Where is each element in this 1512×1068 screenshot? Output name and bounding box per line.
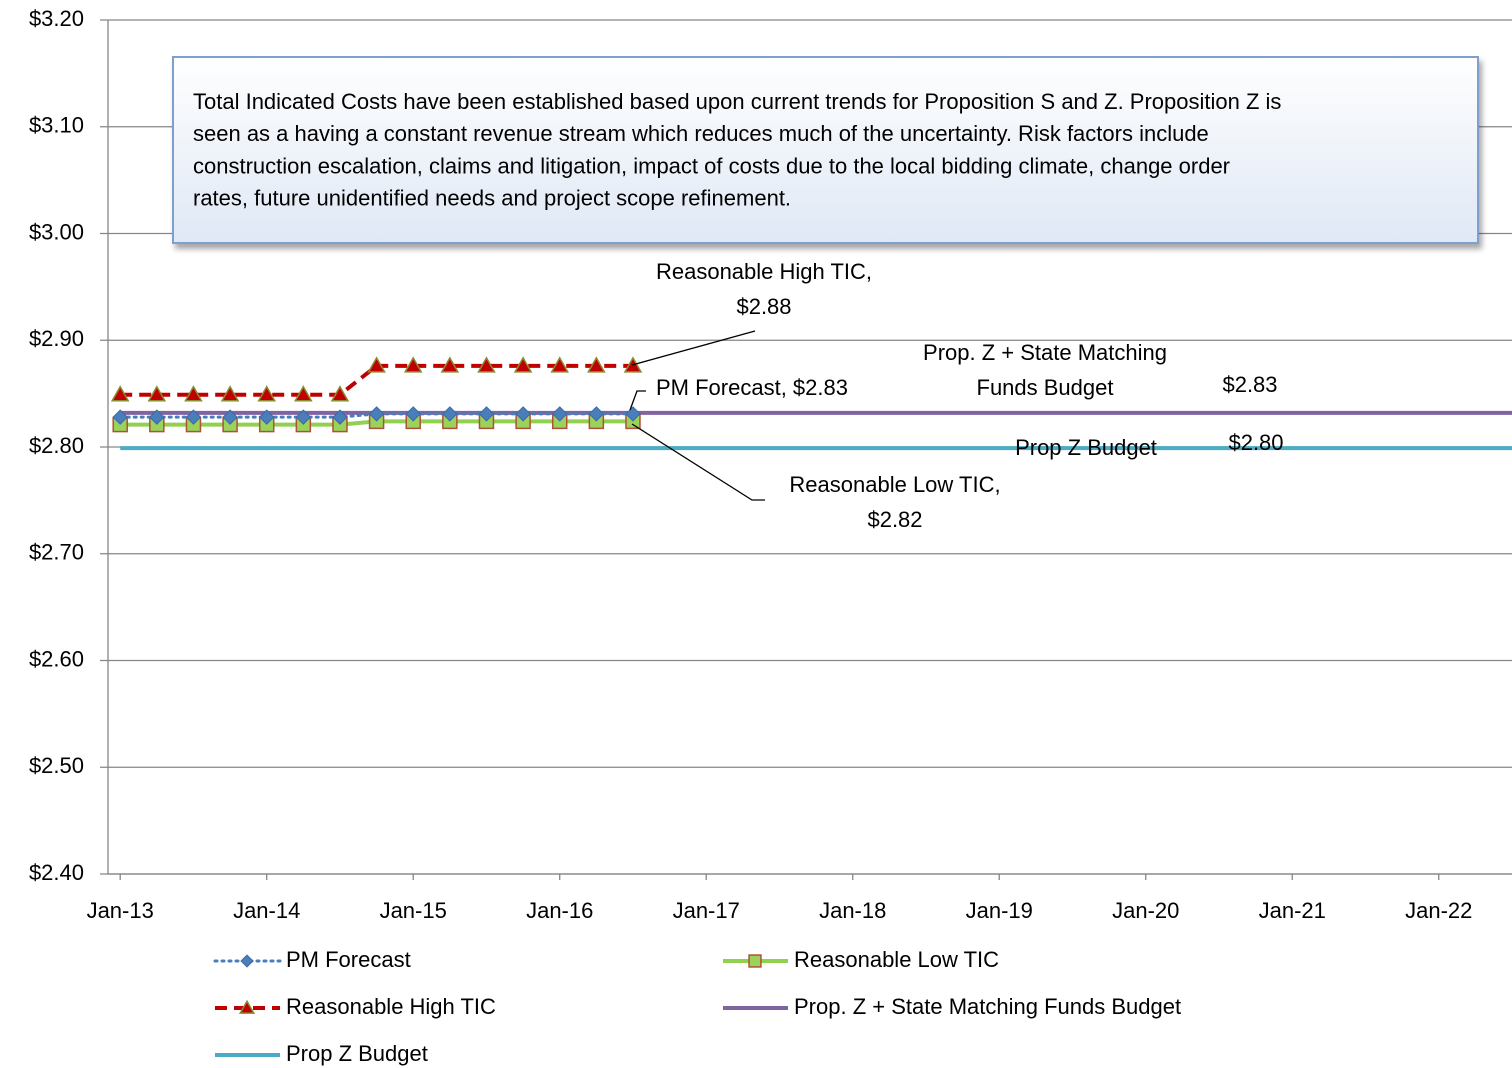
x-tick-label: Jan-21 [1259, 898, 1326, 923]
marker [587, 356, 606, 373]
marker [513, 356, 533, 373]
leader-line [631, 330, 756, 366]
y-tick-label: $2.40 [29, 860, 84, 885]
annotation: $2.82 [867, 507, 922, 532]
marker [149, 409, 165, 425]
y-tick-label: $2.70 [29, 540, 84, 565]
marker [515, 406, 531, 422]
legend-item: Reasonable High TIC [215, 994, 496, 1019]
marker [332, 409, 348, 425]
x-tick-label: Jan-16 [526, 898, 593, 923]
x-tick-label: Jan-22 [1405, 898, 1472, 923]
marker [478, 406, 495, 422]
text-box-line: Total Indicated Costs have been establis… [193, 89, 1281, 114]
legend-item: PM Forecast [213, 947, 411, 972]
y-tick-label: $2.80 [29, 433, 84, 458]
leader-line [631, 423, 765, 501]
marker [147, 385, 167, 402]
x-tick-label: Jan-13 [87, 898, 154, 923]
annotation: $2.80 [1228, 430, 1283, 455]
marker [748, 954, 762, 968]
annotation: Prop. Z + State Matching [923, 340, 1167, 365]
legend-item: Reasonable Low TIC [723, 947, 999, 972]
marker [110, 385, 130, 402]
marker [184, 385, 203, 402]
y-tick-label: $3.10 [29, 113, 84, 138]
legend: PM Forecast Reasonable Low TIC Reasonable … [213, 947, 1181, 1066]
annotation: Prop Z Budget [1015, 435, 1157, 460]
legend-label: PM Forecast [286, 947, 411, 972]
series-group [110, 356, 1512, 451]
annotation: Reasonable Low TIC, [789, 472, 1000, 497]
marker [477, 356, 496, 373]
marker [368, 406, 385, 422]
annotation: Funds Budget [977, 375, 1114, 400]
marker [442, 406, 458, 422]
series [112, 406, 641, 425]
text-box-line: construction escalation, claims and liti… [193, 153, 1230, 178]
text-box-line: rates, future unidentified needs and pro… [193, 186, 791, 211]
marker [403, 356, 423, 373]
marker [440, 356, 460, 373]
marker [259, 409, 275, 425]
legend-item: Prop Z Budget [215, 1041, 428, 1066]
annotation: $2.83 [1222, 372, 1277, 397]
legend-label: Prop. Z + State Matching Funds Budget [794, 994, 1181, 1019]
marker [588, 406, 605, 422]
legend-label: Prop Z Budget [286, 1041, 428, 1066]
marker [367, 356, 386, 373]
marker [185, 409, 202, 425]
text-box: Total Indicated Costs have been establis… [172, 56, 1479, 244]
marker [405, 406, 421, 422]
y-tick-label: $2.50 [29, 753, 84, 778]
y-tick-label: $2.60 [29, 646, 84, 671]
annotation: PM Forecast, $2.83 [656, 375, 848, 400]
x-tick-label: Jan-17 [673, 898, 740, 923]
marker [112, 409, 128, 425]
leader-line [629, 390, 646, 411]
x-tick-label: Jan-20 [1112, 898, 1179, 923]
series-line [118, 412, 635, 419]
x-tick-label: Jan-14 [233, 898, 300, 923]
marker [295, 409, 312, 425]
y-tick-label: $3.00 [29, 219, 84, 244]
x-tick-label: Jan-15 [380, 898, 447, 923]
marker [238, 999, 256, 1014]
marker [240, 954, 254, 968]
marker [294, 385, 313, 402]
annotations: Total Indicated Costs have been establis… [172, 56, 1479, 532]
legend-label: Reasonable Low TIC [794, 947, 999, 972]
legend-label: Reasonable High TIC [286, 994, 496, 1019]
x-tick-label: Jan-18 [819, 898, 886, 923]
text-box-line: seen as a having a constant revenue stre… [193, 121, 1209, 146]
marker [625, 406, 641, 422]
annotation: $2.88 [736, 294, 791, 319]
x-tick-label: Jan-19 [966, 898, 1033, 923]
text-box-frame [172, 56, 1479, 244]
marker [220, 385, 240, 402]
y-tick-label: $2.90 [29, 326, 84, 351]
legend-item: Prop. Z + State Matching Funds Budget [723, 994, 1181, 1019]
marker [257, 385, 277, 402]
marker [222, 409, 238, 425]
grid: $2.40 $2.50 $2.60 $2.70 $2.80 $2.90 $3.00 $3.10… [29, 6, 1512, 923]
y-tick-label: $3.20 [29, 6, 84, 31]
marker [552, 406, 568, 422]
marker [550, 356, 570, 373]
annotation: Reasonable High TIC, [656, 259, 872, 284]
marker [330, 385, 350, 402]
series [110, 356, 643, 402]
